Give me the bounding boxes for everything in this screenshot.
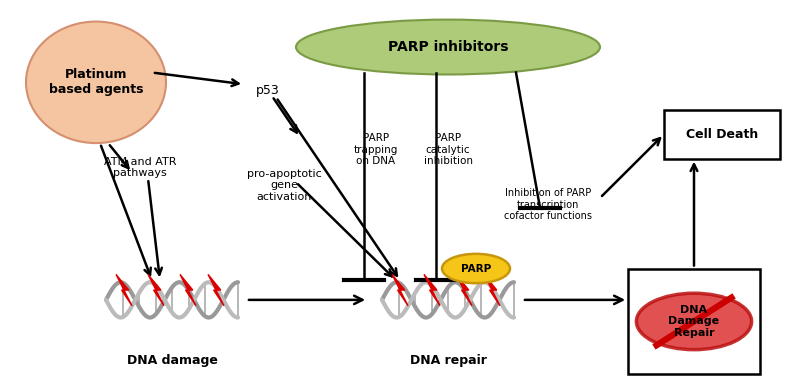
Text: Cell Death: Cell Death bbox=[686, 128, 758, 141]
Ellipse shape bbox=[26, 22, 166, 143]
Ellipse shape bbox=[442, 254, 510, 283]
Polygon shape bbox=[484, 274, 500, 306]
Ellipse shape bbox=[296, 20, 600, 74]
Text: Inhibition of PARP
transcription
cofactor functions: Inhibition of PARP transcription cofacto… bbox=[504, 188, 592, 221]
Text: PARP
trapping
on DNA: PARP trapping on DNA bbox=[354, 133, 398, 167]
Text: pro-apoptotic
gene
activation: pro-apoptotic gene activation bbox=[246, 169, 322, 202]
Text: DNA
Damage
Repair: DNA Damage Repair bbox=[669, 305, 719, 338]
Polygon shape bbox=[148, 274, 164, 306]
Polygon shape bbox=[208, 274, 224, 306]
Text: ATM and ATR
pathways: ATM and ATR pathways bbox=[104, 157, 176, 178]
Polygon shape bbox=[456, 274, 472, 306]
FancyBboxPatch shape bbox=[628, 269, 760, 374]
FancyBboxPatch shape bbox=[664, 110, 780, 159]
Polygon shape bbox=[116, 274, 132, 306]
Text: p53: p53 bbox=[256, 83, 280, 97]
Text: PARP: PARP bbox=[461, 263, 491, 274]
Text: Platinum
based agents: Platinum based agents bbox=[49, 68, 143, 96]
Text: DNA damage: DNA damage bbox=[126, 354, 218, 367]
Text: DNA repair: DNA repair bbox=[410, 354, 486, 367]
Circle shape bbox=[637, 293, 752, 350]
Text: PARP
catalytic
inhibition: PARP catalytic inhibition bbox=[423, 133, 473, 167]
Text: PARP inhibitors: PARP inhibitors bbox=[388, 40, 508, 54]
Polygon shape bbox=[392, 274, 408, 306]
Polygon shape bbox=[424, 274, 440, 306]
Polygon shape bbox=[180, 274, 196, 306]
